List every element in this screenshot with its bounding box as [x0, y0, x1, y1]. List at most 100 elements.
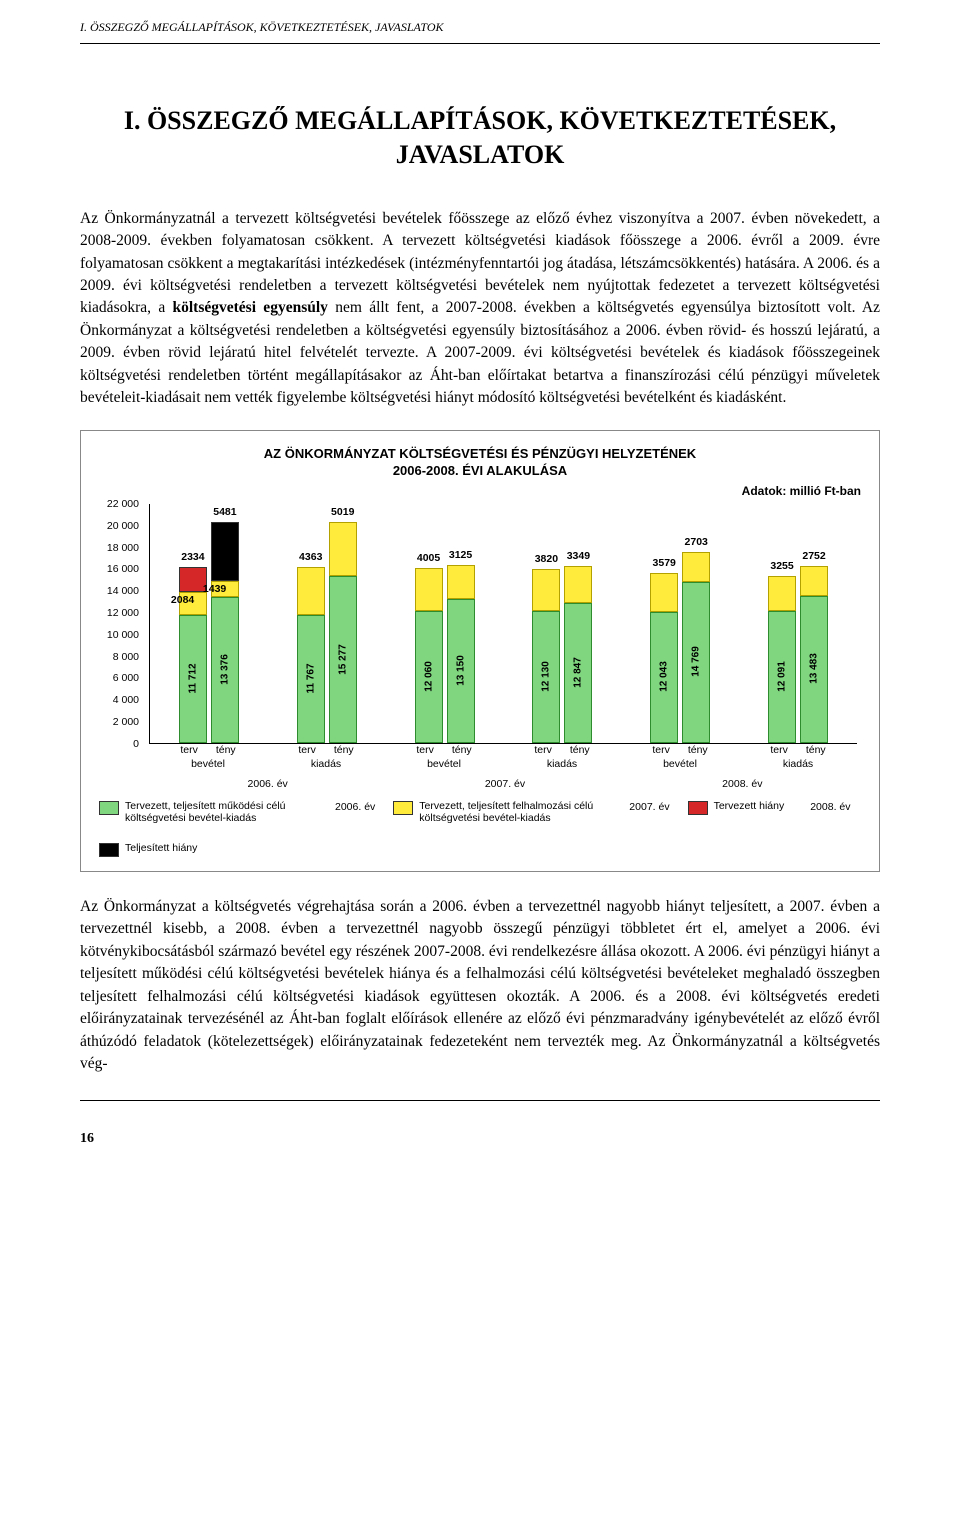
year-label: 2006. év — [149, 778, 386, 790]
x-subgroup-label: bevétel — [149, 758, 267, 770]
bar: 12 8473349 — [564, 566, 592, 743]
legend-item: Tervezett hiány — [688, 800, 785, 815]
x-pair: tervtény — [621, 744, 739, 756]
running-header: I. ÖSSZEGZŐ MEGÁLLAPÍTÁSOK, KÖVETKEZTETÉ… — [80, 20, 880, 35]
legend-label: Tervezett, teljesített felhalmozási célú… — [419, 800, 603, 824]
x-subgroup-label: kiadás — [267, 758, 385, 770]
y-tick: 14 000 — [107, 585, 139, 597]
year-label: 2008. év — [624, 778, 861, 790]
y-tick: 0 — [133, 738, 139, 750]
bar-value-label: 13 150 — [455, 655, 466, 686]
x-group: tervtény bevétel — [149, 744, 267, 774]
bar-group: 12 043357914 7692703 — [621, 504, 739, 743]
bar: 12 0433579 — [650, 573, 678, 743]
bar-top-label: 4005 — [417, 552, 440, 564]
bar-group: 11 767436315 2775019 — [268, 504, 386, 743]
bar: 13 37654811439 — [211, 522, 239, 743]
bar-group: 12 130382012 8473349 — [503, 504, 621, 743]
bar: 13 4832752 — [800, 566, 828, 743]
x-tick-label: terv — [534, 744, 552, 756]
bar-top-label: 5481 — [213, 506, 236, 518]
bar-value-label: 11 767 — [305, 663, 316, 693]
bar-value-label: 12 130 — [541, 661, 552, 692]
x-group: tervtény kiadás — [739, 744, 857, 774]
bar-value-label: 13 376 — [219, 654, 230, 685]
paragraph-2: Az Önkormányzat a költségvetés végrehajt… — [80, 896, 880, 1076]
bar-group: 11 7122334208413 37654811439 — [150, 504, 268, 743]
x-subgroup-label: kiadás — [739, 758, 857, 770]
y-axis: 02 0004 0006 0008 00010 00012 00014 0001… — [99, 504, 145, 744]
year-row: 2006. év2007. év2008. év — [149, 778, 861, 790]
legend-swatch — [99, 801, 119, 815]
y-tick: 22 000 — [107, 498, 139, 510]
bar: 14 7692703 — [682, 552, 710, 743]
bar-group: 12 060400513 1503125 — [386, 504, 504, 743]
bar-segment-felhalmozasi — [329, 522, 357, 577]
bar-segment-extra — [211, 522, 239, 582]
bar-segment-felhalmozasi — [800, 566, 828, 596]
x-tick-label: tény — [452, 744, 472, 756]
x-group: terv tény kiadás — [503, 744, 621, 774]
bar: 12 1303820 — [532, 569, 560, 743]
bar-value-label: 12 847 — [573, 657, 584, 688]
bar-segment-felhalmozasi — [650, 573, 678, 612]
x-tick-label: tény — [570, 744, 590, 756]
bar-top-label: 3820 — [535, 553, 558, 565]
y-tick: 10 000 — [107, 629, 139, 641]
bar: 15 2775019 — [329, 522, 357, 743]
y-tick: 8 000 — [113, 651, 139, 663]
legend-swatch — [393, 801, 413, 815]
y-tick: 6 000 — [113, 672, 139, 684]
x-tick-label: tény — [334, 744, 354, 756]
y-tick: 2 000 — [113, 716, 139, 728]
chart-frame: AZ ÖNKORMÁNYZAT KÖLTSÉGVETÉSI ÉS PÉNZÜGY… — [80, 430, 880, 872]
x-subgroup-label: kiadás — [503, 758, 621, 770]
bar: 13 1503125 — [447, 565, 475, 743]
bar: 12 0604005 — [415, 568, 443, 743]
chart-units: Adatok: millió Ft-ban — [99, 484, 861, 498]
legend-item: Teljesített hiány — [99, 842, 197, 857]
legend-swatch — [99, 843, 119, 857]
bar: 11 7674363 — [297, 567, 325, 743]
bottom-divider — [80, 1100, 880, 1101]
bar-top-label: 3349 — [567, 550, 590, 562]
bar-segment-felhalmozasi — [447, 565, 475, 599]
bar-mid-label: 1439 — [203, 583, 226, 595]
x-tick-label: tény — [688, 744, 708, 756]
bar-segment-felhalmozasi — [682, 552, 710, 581]
bar-value-label: 12 091 — [777, 661, 788, 692]
bar-value-label: 11 712 — [187, 664, 198, 694]
x-subgroup-label: bevétel — [385, 758, 503, 770]
x-group: terv tény kiadás — [267, 744, 385, 774]
bar-group: 12 091325513 4832752 — [739, 504, 857, 743]
x-pair: tervtény — [739, 744, 857, 756]
x-labels: terv tény bevétel terv tény kiadás terv tény bev… — [149, 744, 857, 774]
bar-segment-felhalmozasi — [415, 568, 443, 612]
y-tick: 16 000 — [107, 563, 139, 575]
bar-top-label: 3125 — [449, 549, 472, 561]
legend-year: 2007. év — [629, 801, 669, 813]
chart-plot: 02 0004 0006 0008 00010 00012 00014 0001… — [99, 504, 861, 774]
bar-top-label: 4363 — [299, 551, 322, 563]
y-tick: 12 000 — [107, 607, 139, 619]
x-tick-label: tény — [216, 744, 236, 756]
x-pair: terv tény — [503, 744, 621, 756]
bar-value-label: 12 043 — [659, 661, 670, 692]
legend-year: 2008. év — [810, 801, 850, 813]
bar-segment-felhalmozasi — [564, 566, 592, 603]
x-tick-label: terv — [298, 744, 316, 756]
x-pair: tervtény — [149, 744, 267, 756]
x-tick-label: terv — [770, 744, 788, 756]
page-number: 16 — [80, 1131, 880, 1147]
bar-top-label: 5019 — [331, 506, 354, 518]
y-tick: 18 000 — [107, 542, 139, 554]
bar-value-label: 13 483 — [809, 654, 820, 685]
x-group: tervténybevétel — [621, 744, 739, 774]
bar-mid-label: 2084 — [171, 594, 194, 606]
year-label: 2007. év — [386, 778, 623, 790]
chart-title: AZ ÖNKORMÁNYZAT KÖLTSÉGVETÉSI ÉS PÉNZÜGY… — [99, 445, 861, 480]
plot-area: 11 7122334208413 3765481143911 767436315… — [149, 504, 857, 744]
bar-segment-felhalmozasi — [532, 569, 560, 611]
bar-top-label: 3579 — [653, 557, 676, 569]
x-tick-label: terv — [416, 744, 434, 756]
